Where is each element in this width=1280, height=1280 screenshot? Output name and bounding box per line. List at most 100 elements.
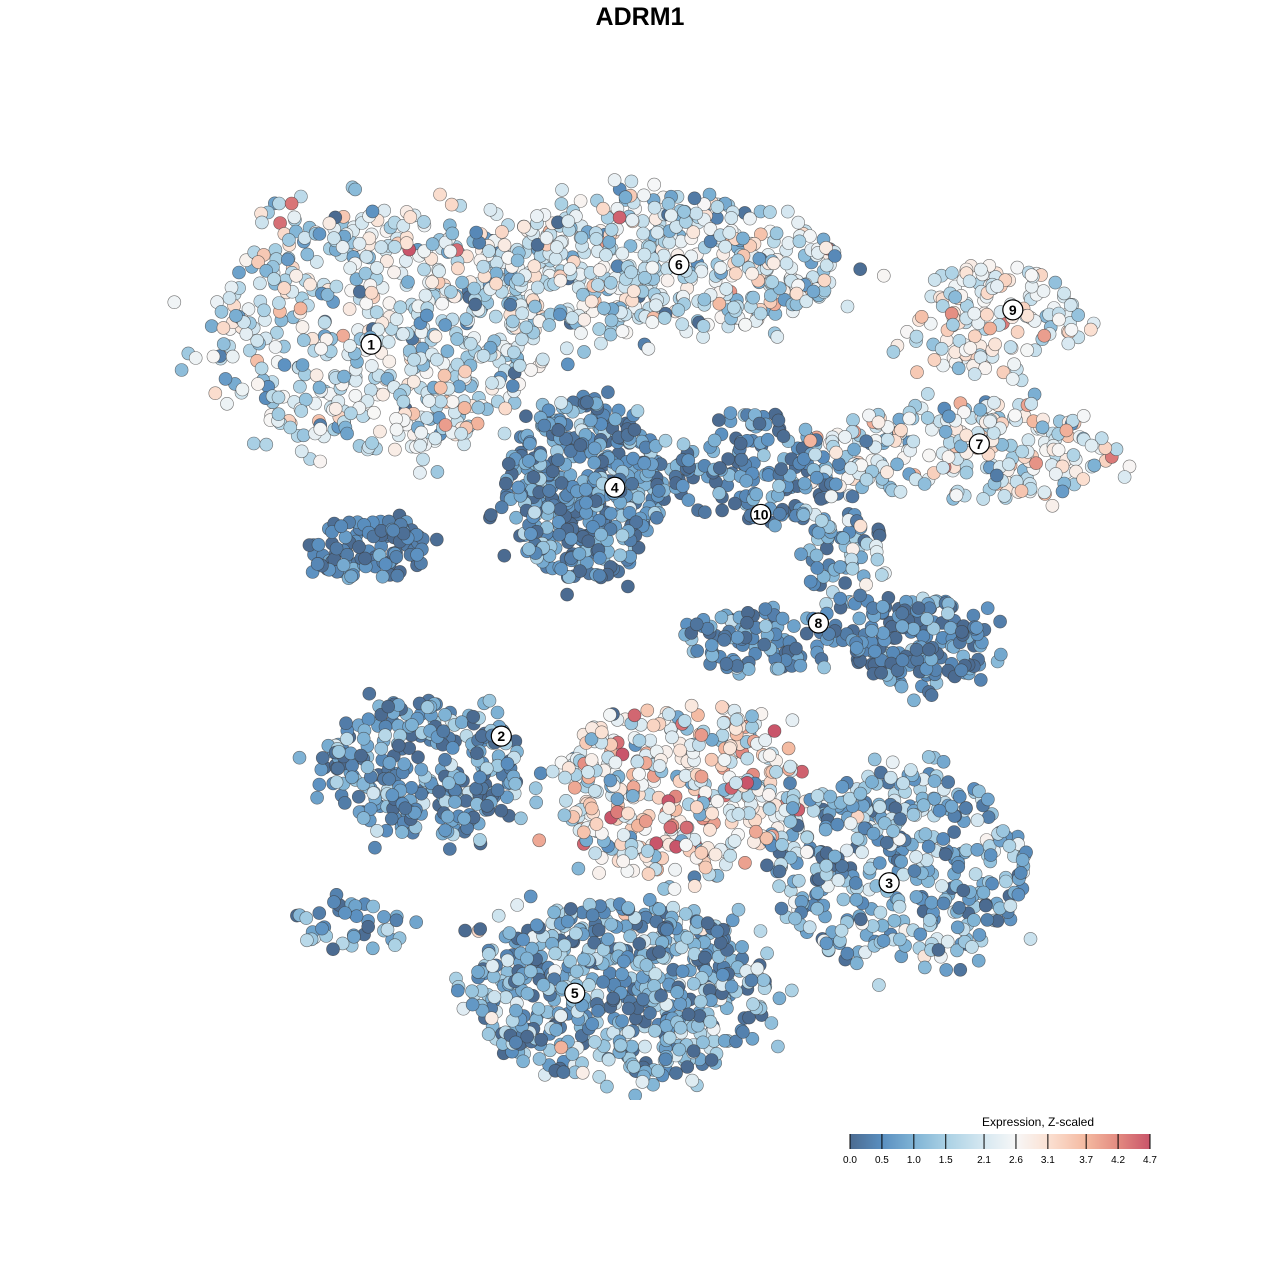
cell-point bbox=[255, 215, 269, 230]
cell-point bbox=[987, 395, 1001, 410]
cell-point bbox=[225, 349, 240, 364]
cluster-label-1: 1 bbox=[360, 333, 382, 355]
cell-point bbox=[601, 1052, 616, 1067]
cell-point bbox=[913, 927, 928, 942]
cell-point bbox=[480, 798, 494, 813]
cell-point bbox=[592, 322, 607, 336]
cell-point bbox=[872, 978, 886, 992]
cell-point bbox=[352, 236, 367, 251]
cell-point bbox=[741, 662, 756, 676]
cluster-label-8: 8 bbox=[807, 612, 830, 634]
cell-point bbox=[312, 777, 327, 792]
cell-point bbox=[188, 351, 203, 365]
cell-point bbox=[819, 936, 834, 951]
cell-point bbox=[783, 776, 797, 791]
cell-point bbox=[752, 416, 767, 431]
cell-point bbox=[760, 946, 774, 961]
cell-point bbox=[482, 947, 496, 961]
legend-colorbar bbox=[850, 1134, 1150, 1149]
cell-point bbox=[667, 882, 682, 896]
cluster-label-badge bbox=[668, 254, 690, 276]
cell-point bbox=[678, 768, 693, 783]
cell-point bbox=[740, 751, 755, 766]
cell-point bbox=[375, 569, 390, 584]
cell-point bbox=[733, 436, 748, 451]
cell-point bbox=[553, 502, 568, 517]
cell-point bbox=[365, 436, 379, 450]
cell-point bbox=[471, 965, 485, 979]
cell-point bbox=[1002, 839, 1017, 853]
cell-point bbox=[216, 321, 231, 335]
cell-point bbox=[565, 1047, 580, 1061]
cell-point bbox=[723, 406, 738, 420]
cell-point bbox=[793, 658, 808, 673]
cell-point bbox=[529, 795, 544, 810]
cell-point bbox=[317, 315, 332, 330]
cell-point bbox=[380, 922, 395, 937]
cell-point bbox=[442, 842, 457, 856]
cell-point bbox=[438, 707, 452, 722]
cell-point bbox=[624, 174, 639, 189]
cell-point bbox=[627, 422, 642, 437]
cell-point bbox=[387, 240, 402, 254]
cell-point bbox=[952, 789, 967, 804]
cell-point bbox=[758, 733, 773, 748]
cell-point bbox=[457, 401, 472, 415]
cell-point bbox=[373, 424, 387, 439]
cell-point bbox=[636, 226, 651, 241]
cell-point bbox=[649, 836, 664, 851]
cell-point bbox=[972, 784, 986, 799]
cell-point bbox=[949, 488, 964, 503]
cell-point bbox=[810, 901, 825, 916]
cell-point bbox=[886, 345, 901, 359]
cell-point bbox=[853, 786, 868, 801]
cell-point bbox=[999, 874, 1013, 889]
cell-point bbox=[370, 261, 384, 275]
cell-point bbox=[584, 801, 599, 816]
cell-point bbox=[560, 914, 575, 929]
cell-point bbox=[594, 725, 609, 740]
cell-point bbox=[744, 973, 759, 988]
cell-point bbox=[458, 923, 472, 938]
cell-point bbox=[1117, 470, 1132, 484]
cell-point bbox=[284, 196, 299, 211]
cell-point bbox=[485, 959, 500, 973]
cell-point bbox=[738, 317, 753, 332]
cell-point bbox=[436, 724, 451, 739]
cell-point bbox=[757, 637, 772, 652]
cell-point bbox=[322, 216, 337, 231]
cell-point bbox=[694, 845, 709, 860]
cell-point bbox=[789, 641, 803, 656]
cell-point bbox=[794, 547, 808, 562]
cell-point bbox=[352, 540, 366, 554]
cell-point bbox=[769, 764, 783, 779]
cell-point bbox=[662, 235, 677, 250]
cell-point bbox=[334, 519, 349, 534]
cell-point bbox=[343, 339, 357, 353]
cell-point bbox=[850, 831, 865, 846]
cell-point bbox=[853, 262, 868, 277]
cell-point bbox=[745, 266, 759, 281]
cell-point bbox=[715, 700, 729, 714]
cell-point bbox=[345, 770, 359, 785]
cell-point bbox=[753, 227, 768, 242]
cell-point bbox=[329, 775, 344, 789]
cell-point bbox=[361, 919, 376, 934]
cell-point bbox=[469, 225, 484, 240]
cell-point bbox=[607, 173, 622, 187]
cell-point bbox=[502, 926, 517, 940]
cell-point bbox=[880, 432, 895, 447]
cell-point bbox=[717, 633, 732, 647]
cell-point bbox=[405, 718, 419, 732]
cell-point bbox=[637, 188, 651, 203]
cell-point bbox=[771, 661, 786, 676]
cell-point bbox=[591, 923, 606, 937]
cell-point bbox=[796, 508, 811, 522]
cell-point bbox=[432, 264, 446, 279]
cell-point bbox=[320, 287, 335, 302]
cell-point bbox=[948, 290, 963, 305]
cell-point bbox=[945, 266, 959, 280]
cell-point bbox=[735, 940, 749, 954]
cell-point bbox=[693, 994, 708, 1009]
cell-point bbox=[686, 976, 701, 991]
